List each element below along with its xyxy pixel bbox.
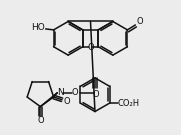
Text: O: O [37, 116, 44, 125]
Text: O: O [64, 97, 70, 106]
Text: HO: HO [31, 23, 45, 32]
Text: O: O [72, 88, 78, 97]
Text: O: O [93, 90, 99, 99]
Text: CO₂H: CO₂H [117, 99, 140, 108]
Text: O: O [87, 43, 94, 52]
Text: O: O [136, 17, 143, 26]
Text: N: N [57, 88, 64, 97]
